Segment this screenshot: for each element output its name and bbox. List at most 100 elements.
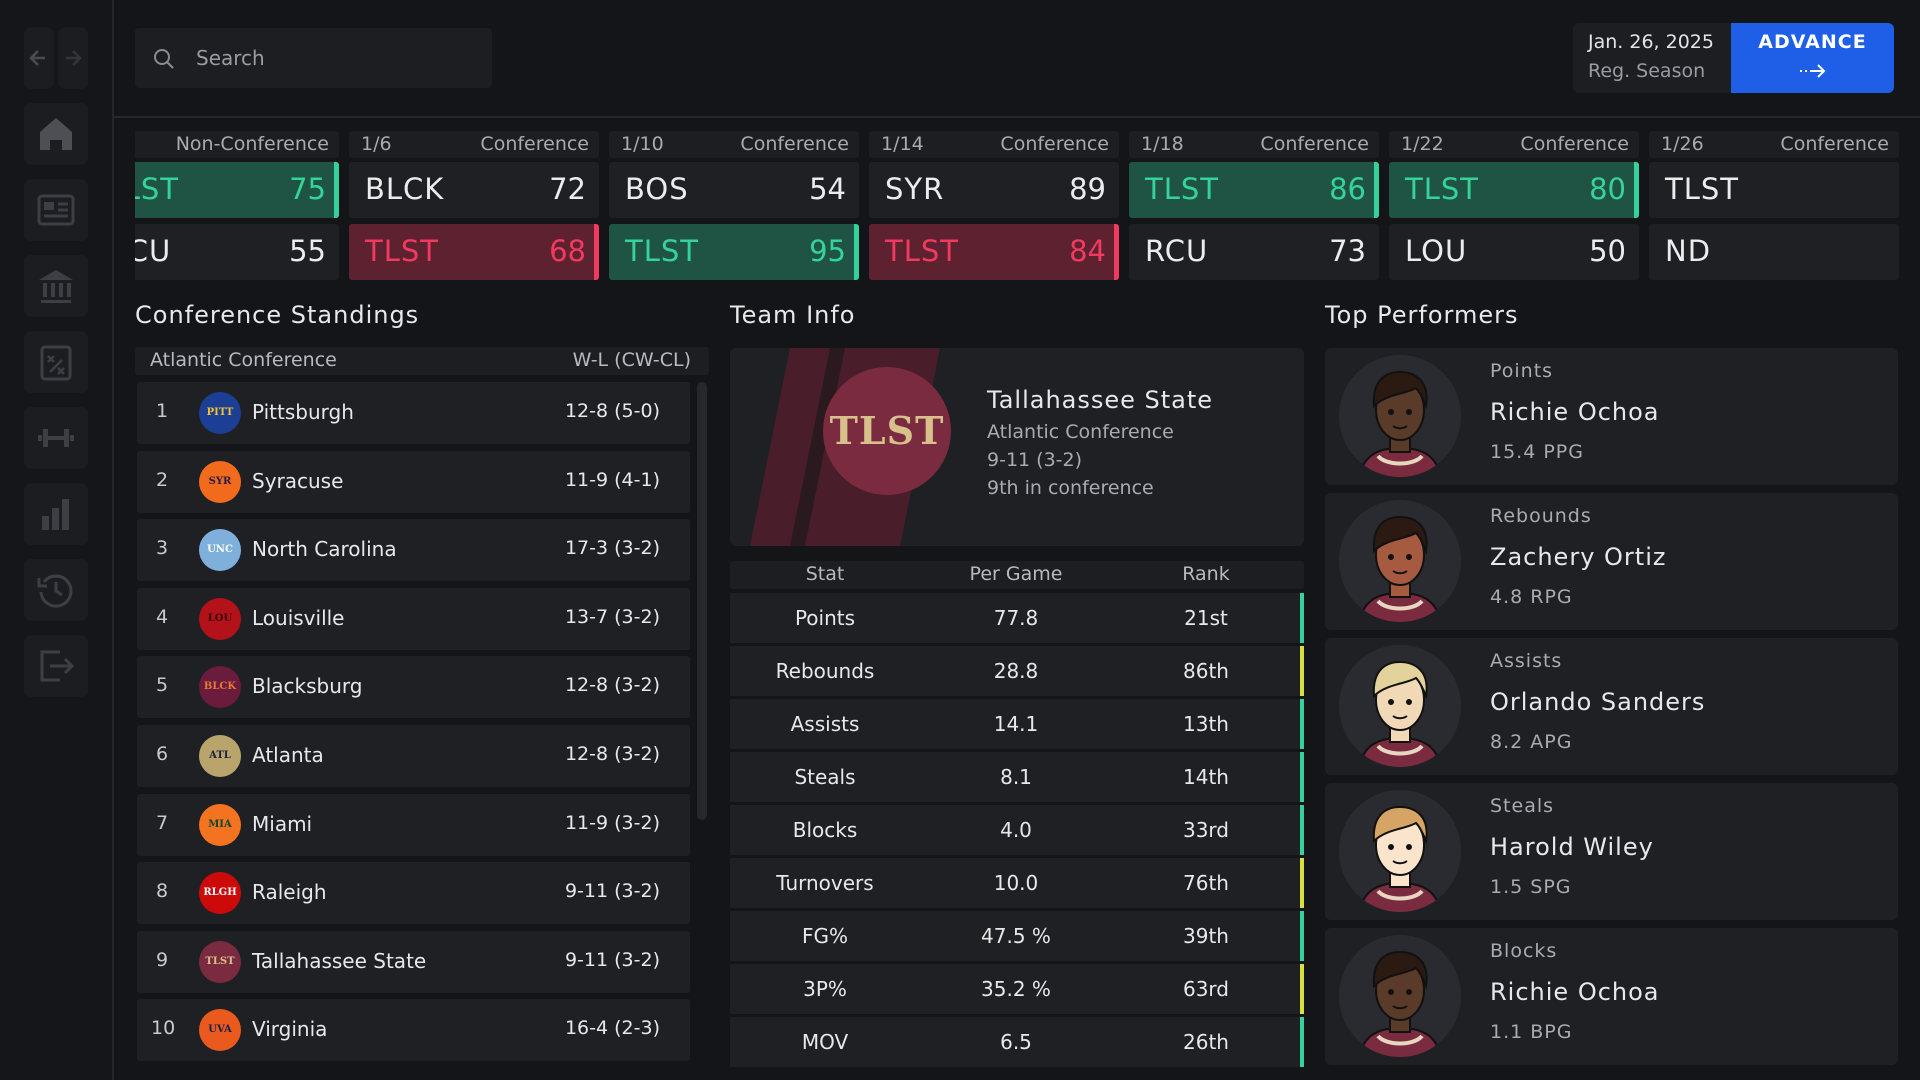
exit-icon bbox=[40, 650, 75, 682]
game-team-row: RCU 73 bbox=[1129, 224, 1379, 280]
player-avatar bbox=[1339, 355, 1461, 477]
standings-row[interactable]: 4 LOU Louisville 13-7 (3-2) bbox=[137, 587, 690, 650]
game-card[interactable]: 1/14 Conference SYR 89 TLST 84 bbox=[869, 131, 1119, 283]
column-header: Stat bbox=[805, 563, 845, 585]
team-card: TLST Tallahassee State Atlantic Conference… bbox=[730, 348, 1304, 546]
team-abbr: RCU bbox=[1145, 234, 1209, 268]
team-score: 55 bbox=[289, 234, 326, 268]
stat-cell: 8.1 bbox=[1000, 765, 1032, 789]
performer-card[interactable]: Points Richie Ochoa 15.4 PPG bbox=[1325, 348, 1898, 485]
game-team-row: TLST bbox=[1649, 162, 1899, 218]
team-score: 75 bbox=[289, 172, 326, 206]
team-abbr: TLST bbox=[1145, 172, 1219, 206]
history-button[interactable] bbox=[24, 559, 88, 621]
standings-row[interactable]: 2 SYR Syracuse 11-9 (4-1) bbox=[137, 450, 690, 513]
game-header bbox=[609, 131, 859, 158]
stat-cell: Rebounds bbox=[775, 659, 875, 683]
team-score: 80 bbox=[1589, 172, 1626, 206]
game-team-row: NCU 55 bbox=[135, 224, 339, 280]
team-abbr: ND bbox=[1665, 234, 1712, 268]
game-type: Non-Conference bbox=[175, 133, 329, 155]
sidebar bbox=[0, 0, 114, 1080]
performer-category: Assists bbox=[1490, 650, 1563, 672]
team-abbr: BOS bbox=[625, 172, 689, 206]
stat-cell: 76th bbox=[1183, 871, 1229, 895]
game-team-row: LOU 50 bbox=[1389, 224, 1639, 280]
team-abbr: TLST bbox=[1405, 172, 1479, 206]
stat-cell: 14th bbox=[1183, 765, 1229, 789]
search-icon bbox=[154, 49, 174, 69]
game-card[interactable]: Non-Conference TLST 75 NCU 55 bbox=[135, 131, 339, 283]
game-card[interactable]: 1/10 Conference BOS 54 TLST 95 bbox=[609, 131, 859, 283]
performer-stat: 1.1 BPG bbox=[1490, 1021, 1573, 1043]
team-abbr: LOU bbox=[1405, 234, 1468, 268]
performer-card[interactable]: Blocks Richie Ochoa 1.1 BPG bbox=[1325, 928, 1898, 1065]
exit-button[interactable] bbox=[24, 635, 88, 697]
team-record: 16-4 (2-3) bbox=[564, 1017, 660, 1040]
column-header: Rank bbox=[1182, 563, 1230, 585]
standings-row[interactable]: 7 MIA Miami 11-9 (3-2) bbox=[137, 793, 690, 856]
standings-row[interactable]: 5 BLCK Blacksburg 12-8 (3-2) bbox=[137, 656, 690, 719]
standings-row[interactable]: 6 ATL Atlanta 12-8 (3-2) bbox=[137, 725, 690, 787]
advance-button[interactable]: ADVANCE bbox=[1731, 23, 1894, 93]
team-score: 73 bbox=[1329, 234, 1366, 268]
game-date: 1/10 bbox=[621, 133, 664, 155]
team-abbr: TLST bbox=[625, 234, 699, 268]
current-date: Jan. 26, 2025 bbox=[1588, 31, 1714, 53]
game-card[interactable]: 1/22 Conference TLST 80 LOU 50 bbox=[1389, 131, 1639, 283]
back-icon bbox=[29, 50, 45, 66]
stat-cell: 14.1 bbox=[993, 712, 1039, 736]
training-button[interactable] bbox=[24, 407, 88, 469]
standings-row[interactable]: 8 RLGH Raleigh 9-11 (3-2) bbox=[137, 862, 690, 925]
advance-icon bbox=[1800, 64, 1826, 78]
search-box[interactable]: Search bbox=[135, 28, 492, 88]
stats-row: MOV 6.5 26th bbox=[730, 1017, 1304, 1067]
team-score: 95 bbox=[809, 234, 846, 268]
section-title: Conference Standings bbox=[135, 301, 420, 329]
stat-cell: 26th bbox=[1183, 1030, 1229, 1054]
league-button[interactable] bbox=[24, 255, 88, 317]
standings-row[interactable]: 3 UNC North Carolina 17-3 (3-2) bbox=[137, 519, 690, 582]
team-record: 17-3 (3-2) bbox=[564, 537, 660, 560]
strategy-button[interactable] bbox=[24, 331, 88, 393]
team-name: Tallahassee State bbox=[252, 948, 427, 973]
stats-button[interactable] bbox=[24, 483, 88, 545]
schedule-strip: Non-Conference TLST 75 NCU 55 1/6 Conference BL… bbox=[135, 131, 1900, 283]
back-button[interactable] bbox=[24, 27, 54, 89]
team-standing: 9th in conference bbox=[987, 477, 1154, 499]
news-button[interactable] bbox=[24, 179, 88, 241]
header-divider bbox=[114, 116, 1920, 118]
game-card[interactable]: 1/26 Conference TLST ND bbox=[1649, 131, 1899, 283]
stat-cell: Points bbox=[794, 606, 856, 630]
rank: 7 bbox=[155, 811, 169, 834]
standings-row[interactable]: 9 TLST Tallahassee State 9-11 (3-2) bbox=[137, 930, 690, 993]
game-type: Conference bbox=[1520, 133, 1629, 155]
team-name: Syracuse bbox=[252, 468, 344, 493]
forward-button[interactable] bbox=[58, 27, 88, 89]
team-record: 9-11 (3-2) bbox=[564, 948, 660, 971]
team-logo: TLST bbox=[199, 940, 241, 983]
home-icon bbox=[40, 118, 72, 150]
performer-card[interactable]: Steals Harold Wiley 1.5 SPG bbox=[1325, 783, 1898, 920]
team-score: 86 bbox=[1329, 172, 1366, 206]
stat-cell: 33rd bbox=[1182, 818, 1229, 842]
game-team-row: TLST 68 bbox=[349, 224, 599, 280]
date-box: Jan. 26, 2025 Reg. Season bbox=[1573, 23, 1733, 93]
home-button[interactable] bbox=[24, 103, 88, 165]
rank: 1 bbox=[155, 400, 169, 422]
game-card[interactable]: 1/18 Conference TLST 86 RCU 73 bbox=[1129, 131, 1379, 283]
game-card[interactable]: 1/6 Conference BLCK 72 TLST 68 bbox=[349, 131, 599, 283]
game-team-row: TLST 95 bbox=[609, 224, 859, 280]
game-header bbox=[1649, 131, 1899, 158]
standings-row[interactable]: 10 UVA Virginia 16-4 (2-3) bbox=[137, 999, 690, 1062]
standings-row[interactable]: 1 PITT Pittsburgh 12-8 (5-0) bbox=[137, 382, 690, 444]
performer-card[interactable]: Rebounds Zachery Ortiz 4.8 RPG bbox=[1325, 493, 1898, 630]
stats-row: 3P% 35.2 % 63rd bbox=[730, 964, 1304, 1014]
game-team-row: SYR 89 bbox=[869, 162, 1119, 218]
team-record: 12-8 (3-2) bbox=[564, 743, 660, 765]
player-avatar bbox=[1339, 790, 1461, 912]
performer-stat: 8.2 APG bbox=[1490, 731, 1573, 753]
league-icon bbox=[39, 270, 73, 303]
performer-name: Harold Wiley bbox=[1490, 833, 1654, 861]
performer-card[interactable]: Assists Orlando Sanders 8.2 APG bbox=[1325, 638, 1898, 775]
